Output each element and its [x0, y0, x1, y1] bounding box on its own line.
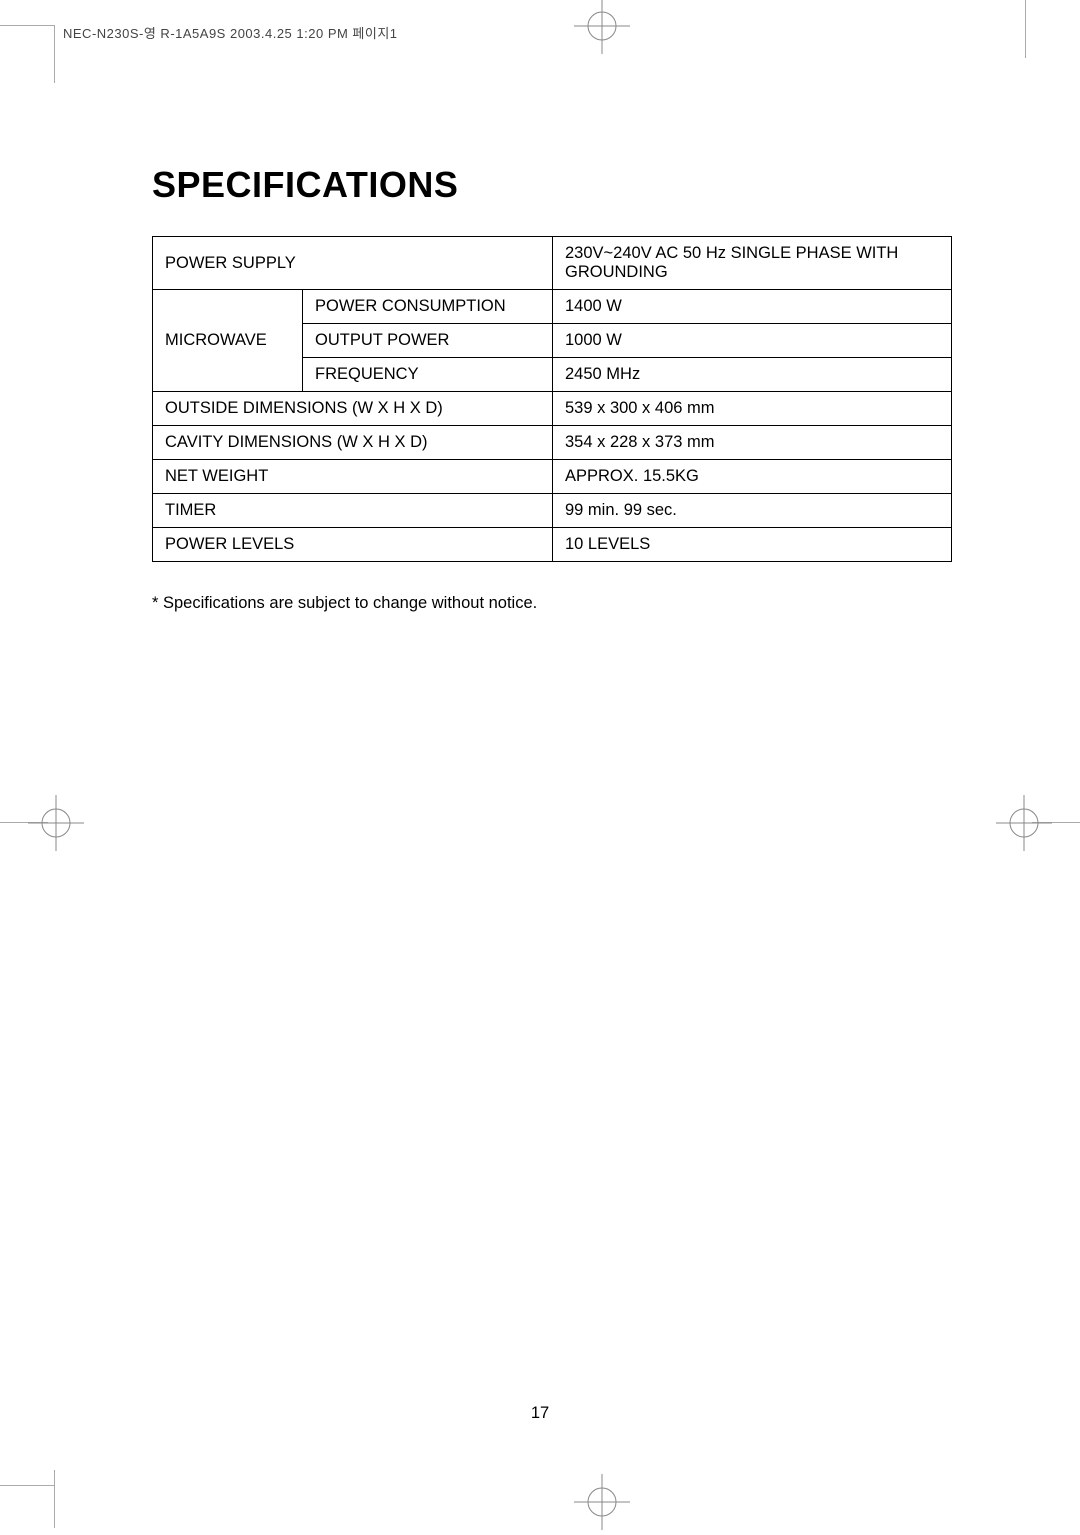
registration-mark-icon — [996, 795, 1052, 851]
spec-label: NET WEIGHT — [153, 460, 553, 494]
table-row: POWER SUPPLY230V~240V AC 50 Hz SINGLE PH… — [153, 237, 952, 290]
spec-label: POWER LEVELS — [153, 528, 553, 562]
spec-value: 539 x 300 x 406 mm — [553, 392, 952, 426]
table-row: MICROWAVEPOWER CONSUMPTION1400 W — [153, 290, 952, 324]
table-row: POWER LEVELS10 LEVELS — [153, 528, 952, 562]
specifications-table: POWER SUPPLY230V~240V AC 50 Hz SINGLE PH… — [152, 236, 952, 562]
crop-line — [0, 1485, 54, 1486]
page-number: 17 — [0, 1404, 1080, 1423]
crop-line — [0, 25, 54, 26]
spec-sub-label: POWER CONSUMPTION — [303, 290, 553, 324]
registration-mark-icon — [574, 0, 630, 54]
spec-value: 2450 MHz — [553, 358, 952, 392]
spec-label: OUTSIDE DIMENSIONS (W X H X D) — [153, 392, 553, 426]
crop-line — [54, 25, 55, 83]
spec-label: TIMER — [153, 494, 553, 528]
registration-mark-icon — [28, 795, 84, 851]
footnote: * Specifications are subject to change w… — [152, 594, 952, 613]
table-row: OUTSIDE DIMENSIONS (W X H X D)539 x 300 … — [153, 392, 952, 426]
page-title: SPECIFICATIONS — [152, 164, 952, 206]
table-row: NET WEIGHTAPPROX. 15.5KG — [153, 460, 952, 494]
spec-value: APPROX. 15.5KG — [553, 460, 952, 494]
table-row: CAVITY DIMENSIONS (W X H X D)354 x 228 x… — [153, 426, 952, 460]
crop-line — [54, 1470, 55, 1528]
spec-label: CAVITY DIMENSIONS (W X H X D) — [153, 426, 553, 460]
registration-mark-icon — [574, 1474, 630, 1530]
spec-value: 230V~240V AC 50 Hz SINGLE PHASE WITH GRO… — [553, 237, 952, 290]
spec-value: 1000 W — [553, 324, 952, 358]
spec-value: 10 LEVELS — [553, 528, 952, 562]
spec-value: 354 x 228 x 373 mm — [553, 426, 952, 460]
spec-value: 99 min. 99 sec. — [553, 494, 952, 528]
spec-group-label: MICROWAVE — [153, 290, 303, 392]
spec-label: POWER SUPPLY — [153, 237, 553, 290]
spec-sub-label: FREQUENCY — [303, 358, 553, 392]
spec-value: 1400 W — [553, 290, 952, 324]
spec-sub-label: OUTPUT POWER — [303, 324, 553, 358]
crop-line — [1025, 0, 1026, 58]
page-content: SPECIFICATIONS POWER SUPPLY230V~240V AC … — [152, 164, 952, 613]
print-header: NEC-N230S-영 R-1A5A9S 2003.4.25 1:20 PM 페… — [63, 23, 398, 42]
table-row: TIMER99 min. 99 sec. — [153, 494, 952, 528]
